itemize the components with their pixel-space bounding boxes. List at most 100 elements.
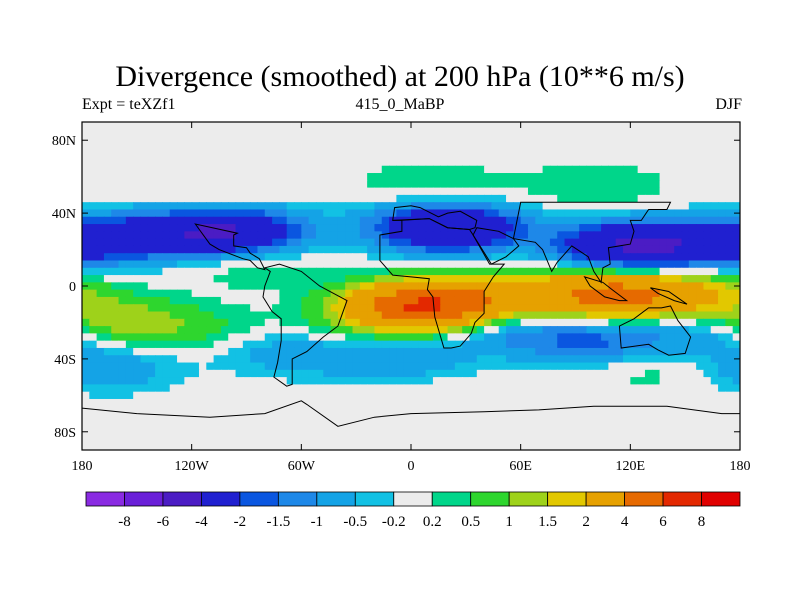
field-cell [242, 231, 251, 240]
field-cell [140, 253, 149, 262]
field-cell [367, 187, 376, 196]
field-cell [564, 267, 573, 276]
field-cell [250, 318, 259, 327]
field-cell [228, 136, 237, 145]
field-cell [527, 253, 536, 262]
field-cell [381, 231, 390, 240]
field-cell [198, 122, 207, 130]
field-cell [301, 289, 310, 298]
field-cell [162, 209, 171, 218]
field-cell [323, 296, 332, 305]
field-cell [615, 384, 624, 393]
field-cell [652, 333, 661, 342]
field-cell [111, 304, 120, 313]
field-cell [381, 122, 390, 130]
field-cell [367, 311, 376, 320]
field-cell [206, 318, 215, 327]
field-cell [396, 420, 405, 429]
field-cell [637, 369, 646, 378]
field-cell [118, 209, 127, 218]
field-cell [637, 194, 646, 203]
field-cell [125, 377, 134, 385]
field-cell [155, 253, 164, 262]
field-cell [198, 238, 207, 247]
field-cell [220, 435, 229, 444]
field-cell [403, 143, 412, 152]
field-cell [644, 187, 653, 196]
field-cell [330, 194, 339, 203]
field-cell [630, 253, 639, 262]
field-cell [659, 289, 668, 298]
field-cell [228, 187, 237, 196]
field-cell [586, 216, 595, 225]
field-cell [162, 151, 171, 160]
field-cell [315, 362, 324, 371]
field-cell [535, 428, 544, 437]
field-cell [389, 231, 397, 240]
field-cell [374, 151, 383, 160]
field-cell [367, 304, 376, 313]
field-cell [228, 260, 237, 269]
field-cell [381, 355, 390, 364]
field-cell [118, 326, 127, 334]
field-cell [345, 398, 354, 407]
field-cell [140, 362, 149, 371]
field-cell [272, 209, 280, 218]
field-cell [177, 216, 185, 225]
field-cell [257, 187, 266, 196]
field-cell [557, 362, 566, 371]
field-cell [630, 420, 639, 429]
field-cell [513, 347, 522, 356]
field-cell [301, 224, 310, 232]
field-cell [118, 413, 127, 422]
field-cell [198, 151, 207, 160]
field-cell [111, 369, 120, 378]
field-cell [103, 253, 112, 262]
field-cell [571, 362, 580, 371]
field-cell [198, 224, 207, 232]
field-cell [337, 333, 346, 342]
field-cell [250, 173, 259, 181]
field-cell [527, 165, 536, 174]
field-cell [96, 311, 105, 320]
field-cell [608, 326, 617, 334]
field-cell [133, 275, 142, 283]
field-cell [133, 333, 142, 342]
field-cell [140, 180, 149, 189]
field-cell [220, 173, 229, 181]
field-cell [191, 136, 200, 145]
field-cell [213, 369, 222, 378]
field-cell [103, 296, 112, 305]
field-cell [337, 231, 346, 240]
field-cell [688, 216, 697, 225]
field-cell [593, 406, 602, 415]
field-cell [228, 282, 237, 291]
field-cell [359, 333, 368, 342]
field-cell [323, 253, 332, 262]
field-cell [411, 158, 419, 167]
field-cell [191, 260, 200, 269]
field-cell [213, 275, 222, 283]
field-cell [140, 311, 149, 320]
field-cell [454, 340, 463, 349]
field-cell [718, 362, 726, 371]
field-cell [644, 143, 653, 152]
field-cell [111, 355, 120, 364]
field-cell [323, 442, 332, 450]
field-cell [513, 420, 522, 429]
field-cell [381, 136, 390, 145]
field-cell [681, 333, 690, 342]
field-cell [549, 362, 558, 371]
field-cell [520, 369, 529, 378]
field-cell [96, 202, 105, 211]
field-cell [184, 282, 193, 291]
field-cell [506, 267, 514, 276]
field-cell [213, 202, 222, 211]
field-cell [666, 173, 675, 181]
field-cell [352, 143, 361, 152]
field-cell [118, 158, 127, 167]
field-cell [732, 340, 740, 349]
field-cell [710, 413, 719, 422]
field-cell [630, 260, 639, 269]
field-cell [257, 318, 266, 327]
